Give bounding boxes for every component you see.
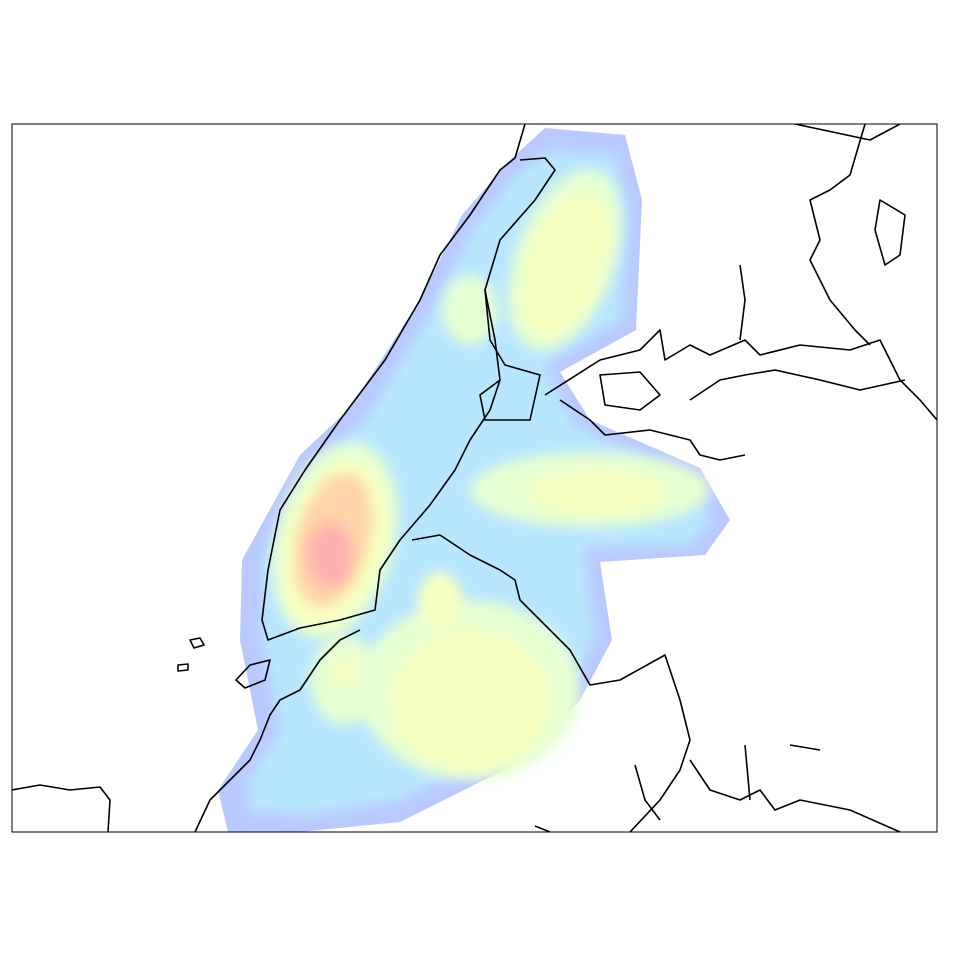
map-frame: [11, 123, 938, 833]
density-band: [308, 523, 352, 587]
coastline: [12, 124, 937, 832]
density-layer: [12, 124, 937, 832]
